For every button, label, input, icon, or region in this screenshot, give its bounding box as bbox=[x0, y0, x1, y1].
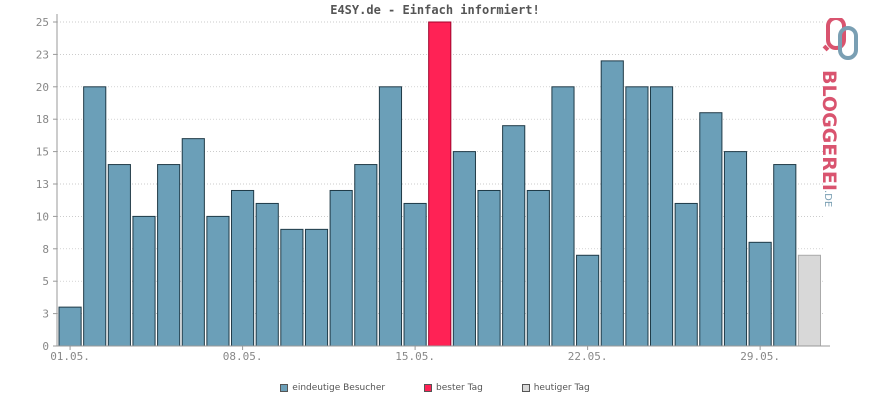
bar bbox=[206, 215, 230, 347]
legend-label-today: heutiger Tag bbox=[533, 383, 590, 393]
bar bbox=[452, 151, 476, 347]
y-tick-label: 23 bbox=[36, 48, 49, 61]
x-tick-label: 08.05. bbox=[223, 350, 263, 363]
bar bbox=[280, 228, 304, 347]
legend-item-best: bester Tag bbox=[424, 383, 483, 393]
bar bbox=[723, 151, 748, 347]
bar bbox=[551, 86, 575, 347]
bar bbox=[674, 202, 698, 347]
bar bbox=[773, 164, 797, 347]
bar bbox=[157, 164, 181, 347]
bar bbox=[354, 164, 378, 347]
y-tick-label: 18 bbox=[36, 113, 49, 126]
bar bbox=[83, 86, 107, 347]
bar bbox=[181, 138, 205, 347]
y-tick-label: 13 bbox=[36, 178, 49, 191]
y-tick-label: 10 bbox=[36, 210, 49, 223]
y-tick-label: 3 bbox=[42, 308, 49, 321]
legend-label-visitors: eindeutige Besucher bbox=[292, 383, 386, 393]
bar bbox=[255, 202, 279, 347]
legend-swatch-today bbox=[521, 383, 530, 392]
x-tick-label: 29.05. bbox=[740, 350, 780, 363]
bar bbox=[649, 86, 674, 347]
y-tick-label: 5 bbox=[42, 275, 49, 288]
legend-item-visitors: eindeutige Besucher bbox=[280, 383, 385, 393]
legend-swatch-best bbox=[424, 383, 432, 392]
chart-legend: eindeutige Besucher bester Tag heutiger … bbox=[0, 383, 870, 394]
bar bbox=[600, 60, 624, 347]
chart-title: E4SY.de - Einfach informiert! bbox=[330, 3, 540, 17]
bloggerei-logo-text: BLOGGEREI .DE bbox=[818, 70, 840, 207]
y-tick-label: 25 bbox=[36, 16, 49, 29]
bar bbox=[132, 215, 156, 347]
bar bbox=[304, 228, 329, 347]
x-tick-label: 01.05. bbox=[50, 350, 90, 363]
bar-best-day bbox=[428, 21, 452, 347]
x-tick-label: 15.05. bbox=[395, 350, 435, 363]
x-tick-label: 22.05. bbox=[568, 350, 608, 363]
bar bbox=[625, 86, 649, 347]
bar bbox=[502, 125, 526, 347]
legend-item-today: heutiger Tag bbox=[521, 383, 590, 393]
logo-main-text: BLOGGEREI bbox=[818, 70, 840, 191]
bar bbox=[378, 86, 403, 347]
bar bbox=[107, 164, 131, 347]
legend-swatch-visitors bbox=[280, 383, 289, 392]
y-tick-label: 0 bbox=[42, 340, 49, 353]
bar bbox=[576, 254, 600, 347]
y-tick-label: 15 bbox=[36, 146, 49, 159]
bar bbox=[526, 189, 550, 347]
axes: 0 3 5 8 10 13 15 18 20 23 25 01.05. 08.05. 15.05. 22.0… bbox=[36, 14, 830, 363]
y-tick-label: 8 bbox=[42, 243, 49, 256]
bar bbox=[329, 189, 353, 347]
legend-label-best: bester Tag bbox=[436, 383, 483, 393]
bloggerei-logo-icon bbox=[822, 18, 858, 60]
bars bbox=[58, 21, 822, 347]
logo-suffix-text: .DE bbox=[822, 190, 833, 207]
bar bbox=[699, 112, 723, 347]
bar bbox=[231, 189, 255, 347]
bar bbox=[748, 241, 772, 347]
bar bbox=[477, 189, 501, 347]
bar bbox=[403, 202, 427, 347]
bar-today bbox=[797, 254, 822, 347]
bar bbox=[58, 306, 82, 347]
y-tick-label: 20 bbox=[36, 81, 49, 94]
